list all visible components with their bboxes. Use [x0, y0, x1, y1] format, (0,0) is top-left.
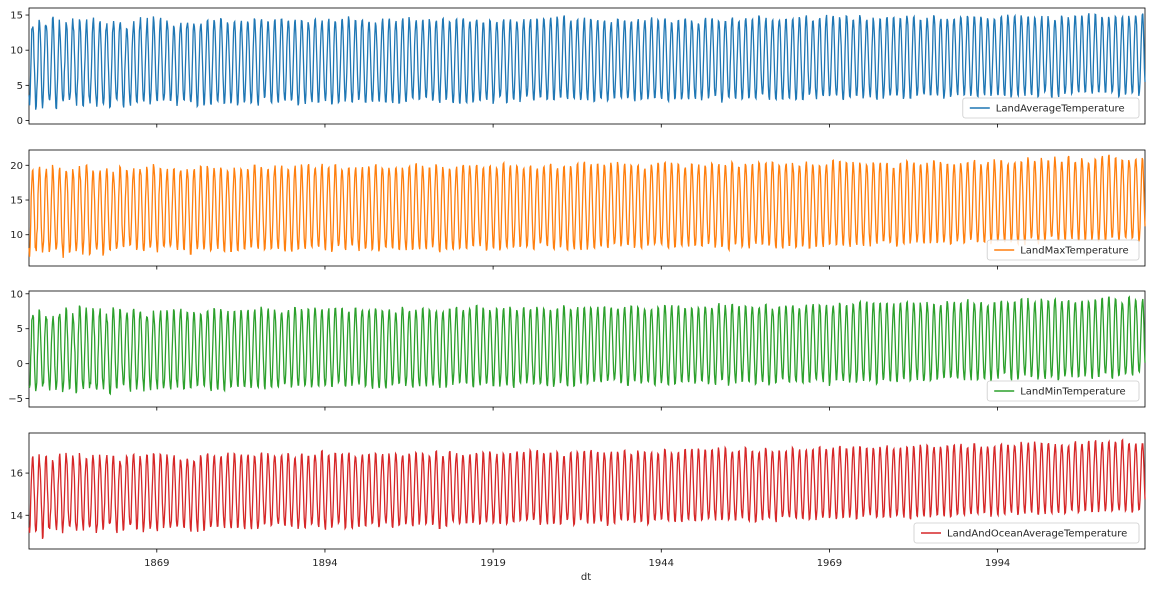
series-line-LandAverageTemperature [28, 13, 1146, 110]
y-tick-label: 15 [10, 196, 23, 207]
panel-4: 14 16 LandAndOceanAverageTemperature [10, 432, 1146, 553]
x-tick-label: 1919 [480, 558, 505, 569]
series-line-LandAndOceanAverageTemperature [28, 438, 1146, 540]
y-tick-label: −5 [8, 394, 23, 405]
y-tick-label: 10 [10, 289, 23, 300]
y-tick-label: 5 [17, 324, 23, 335]
y-tick-label: 20 [10, 161, 23, 172]
legend-label: LandMaxTemperature [1020, 246, 1128, 257]
panel-1: 0 5 10 15 LandAverageTemperature [10, 7, 1146, 128]
y-tick-label: 15 [10, 11, 23, 22]
legend: LandMinTemperature [986, 380, 1140, 402]
legend: LandAverageTemperature [962, 97, 1140, 119]
x-tick-label: 1894 [312, 558, 337, 569]
x-tick-label: 1994 [985, 558, 1010, 569]
legend-box [913, 522, 1140, 544]
chart-panels: 0 5 10 15 LandAverageTemperature 10 15 20 LandMa… [8, 7, 1146, 553]
y-tick-label: 0 [17, 359, 23, 370]
legend: LandMaxTemperature [986, 239, 1140, 261]
y-tick-label: 16 [10, 469, 23, 480]
panel-3: −5 0 5 10 LandMinTemperature [8, 289, 1146, 411]
y-tick-label: 10 [10, 46, 23, 57]
panel-2: 10 15 20 LandMaxTemperature [10, 149, 1146, 270]
y-tick-label: 10 [10, 230, 23, 241]
legend-label: LandMinTemperature [1020, 387, 1125, 398]
x-tick-label: 1869 [144, 558, 169, 569]
legend-label: LandAverageTemperature [996, 104, 1125, 115]
y-tick-label: 0 [17, 116, 23, 127]
series-line-LandMaxTemperature [28, 154, 1146, 258]
x-tick-label: 1944 [649, 558, 674, 569]
legend-box [986, 239, 1140, 261]
panel-frame [28, 7, 1146, 125]
y-tick-label: 5 [17, 81, 23, 92]
legend-label: LandAndOceanAverageTemperature [947, 529, 1127, 540]
y-tick-label: 14 [10, 511, 23, 522]
x-axis-label: dt [581, 572, 591, 583]
legend-box [962, 97, 1140, 119]
x-tick-label: 1969 [817, 558, 842, 569]
series-line-LandMinTemperature [28, 295, 1146, 396]
x-axis: 1869 1894 1919 1944 1969 1994 [144, 558, 1010, 569]
legend-box [986, 380, 1140, 402]
legend: LandAndOceanAverageTemperature [913, 522, 1140, 544]
